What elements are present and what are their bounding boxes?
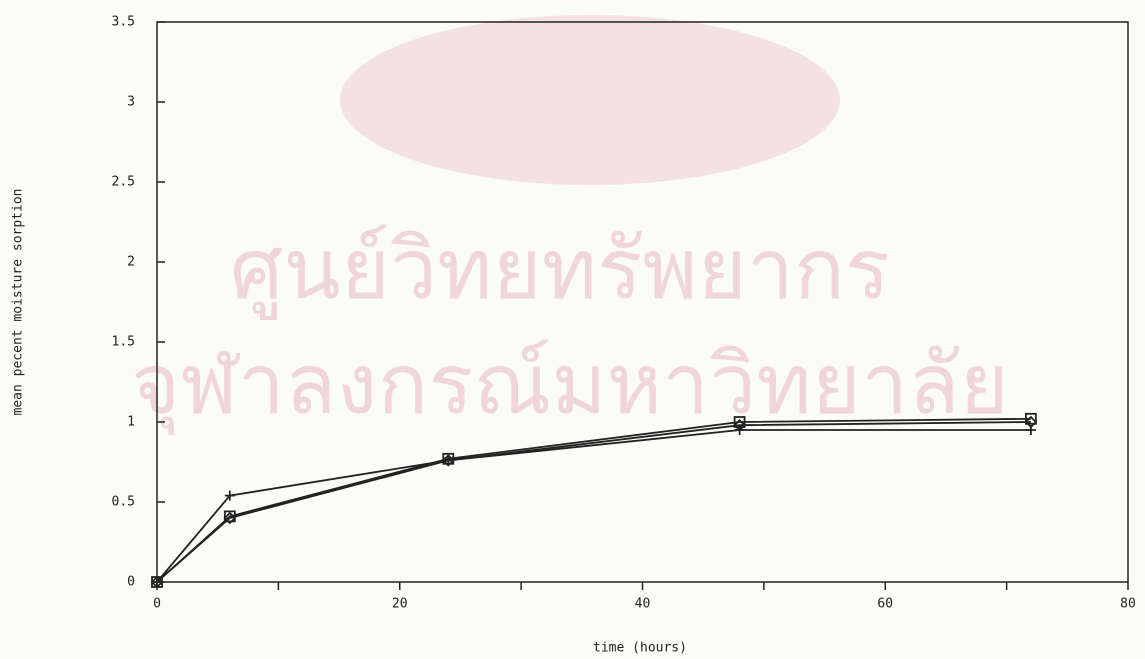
y-axis-label: mean pecent moisture sorption bbox=[11, 189, 26, 416]
y-tick-label: 2 bbox=[127, 255, 135, 270]
series-line bbox=[156, 429, 1031, 583]
marker bbox=[223, 511, 237, 525]
watermark: ศูนย์วิทยทรัพยากร bbox=[230, 220, 890, 320]
marker bbox=[442, 452, 455, 465]
y-tick-label: 2.5 bbox=[112, 175, 135, 190]
marker bbox=[733, 418, 746, 432]
y-tick-label: 1.5 bbox=[112, 335, 135, 350]
x-tick-label: 60 bbox=[877, 597, 893, 612]
marker bbox=[150, 575, 164, 589]
marker bbox=[1025, 412, 1037, 425]
watermark-emblem bbox=[340, 15, 840, 185]
marker bbox=[733, 416, 746, 428]
x-tick-label: 0 bbox=[153, 597, 161, 612]
y-tick-label: 3 bbox=[127, 95, 135, 110]
marker bbox=[442, 454, 455, 467]
y-tick-label: 0.5 bbox=[112, 495, 135, 510]
marker bbox=[224, 490, 235, 501]
x-tick-label: 40 bbox=[635, 597, 651, 612]
series-line bbox=[156, 421, 1031, 583]
x-tick-label: 80 bbox=[1120, 597, 1136, 612]
x-axis-label: time (hours) bbox=[593, 641, 687, 656]
y-tick-label: 0 bbox=[127, 575, 135, 590]
marker bbox=[1024, 415, 1038, 429]
watermark: จุฬาลงกรณ์มหาวิทยาลัย bbox=[131, 335, 1009, 436]
y-tick-label: 1 bbox=[127, 415, 135, 430]
x-tick-label: 20 bbox=[392, 597, 408, 612]
y-tick-label: 3.5 bbox=[112, 15, 135, 30]
